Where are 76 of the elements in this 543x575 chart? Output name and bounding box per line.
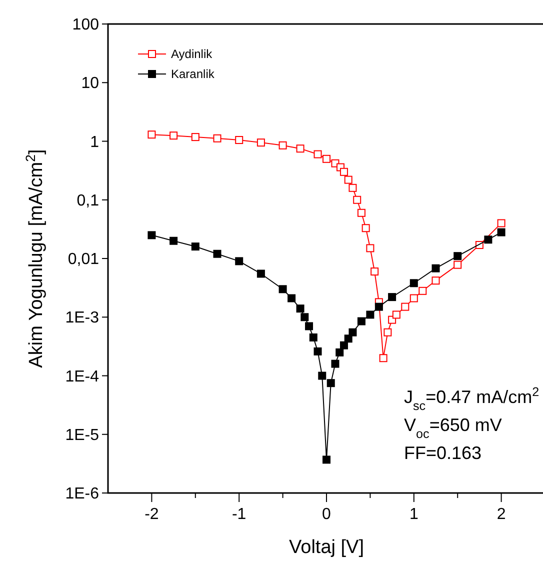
x-tick-label: 2 xyxy=(496,506,506,523)
point xyxy=(410,294,418,302)
annotation: V$_{oc}$=650 mV xyxy=(404,415,502,441)
point xyxy=(213,250,222,258)
point xyxy=(484,236,492,244)
point xyxy=(454,252,462,260)
point xyxy=(256,138,265,147)
x-axis-title: Voltaj [V] xyxy=(289,537,364,558)
point xyxy=(235,257,244,266)
point xyxy=(392,310,400,319)
y-tick-label: 100 xyxy=(72,16,100,34)
point xyxy=(432,264,440,272)
point xyxy=(326,379,335,388)
point xyxy=(235,136,244,144)
point xyxy=(340,168,348,176)
point xyxy=(454,260,462,269)
x-tick-label: 1 xyxy=(409,506,418,523)
point xyxy=(296,304,304,313)
point xyxy=(374,302,383,311)
point xyxy=(148,130,156,139)
point xyxy=(170,132,178,140)
x-tick-label: -1 xyxy=(232,506,246,523)
annotation: J$_{sc}$=0.47 mA/cm$^{2}$ xyxy=(404,385,540,413)
point xyxy=(410,279,418,288)
point xyxy=(370,268,379,276)
annotation: FF=0.163 xyxy=(404,443,482,463)
point xyxy=(288,294,296,302)
x-tick-label: -2 xyxy=(144,506,159,523)
point xyxy=(300,313,309,322)
point xyxy=(357,317,366,326)
y-tick-label: 10 xyxy=(81,75,100,92)
point xyxy=(314,150,322,158)
point xyxy=(362,224,370,232)
y-tick-label: 1 xyxy=(90,134,100,151)
point xyxy=(344,176,352,184)
point xyxy=(353,196,362,204)
point xyxy=(366,244,374,252)
x-tick-label: 0 xyxy=(322,506,332,523)
point xyxy=(170,236,178,245)
point xyxy=(191,242,200,251)
point xyxy=(256,270,265,278)
legend-label: Aydinlik xyxy=(171,47,214,62)
point xyxy=(366,310,374,319)
y-tick-label: 0,01 xyxy=(68,251,100,268)
point xyxy=(497,219,506,228)
point xyxy=(322,154,330,163)
point xyxy=(309,333,318,342)
point xyxy=(432,276,440,285)
point xyxy=(348,328,357,336)
point xyxy=(401,302,410,311)
y-tick-label: 1E-4 xyxy=(65,368,100,386)
point xyxy=(191,133,200,142)
y-tick-label: 0,1 xyxy=(76,192,100,210)
point xyxy=(318,372,326,380)
point xyxy=(296,144,304,153)
point xyxy=(331,360,340,368)
point xyxy=(278,141,287,150)
y-tick-label: 1E-6 xyxy=(65,486,100,503)
point xyxy=(322,456,330,464)
point xyxy=(388,293,396,302)
point xyxy=(418,286,427,295)
point xyxy=(148,231,156,240)
point xyxy=(348,184,357,192)
point xyxy=(340,341,348,350)
point xyxy=(379,354,388,362)
point xyxy=(497,228,506,236)
point xyxy=(314,347,322,356)
legend-label: Karanlik xyxy=(171,67,216,82)
point xyxy=(305,322,314,330)
point xyxy=(278,285,287,294)
point xyxy=(357,208,366,217)
point xyxy=(213,134,222,142)
y-tick-label: 1E-3 xyxy=(65,310,100,327)
point xyxy=(384,328,392,336)
point xyxy=(336,348,344,356)
y-tick-label: 1E-5 xyxy=(65,426,100,444)
